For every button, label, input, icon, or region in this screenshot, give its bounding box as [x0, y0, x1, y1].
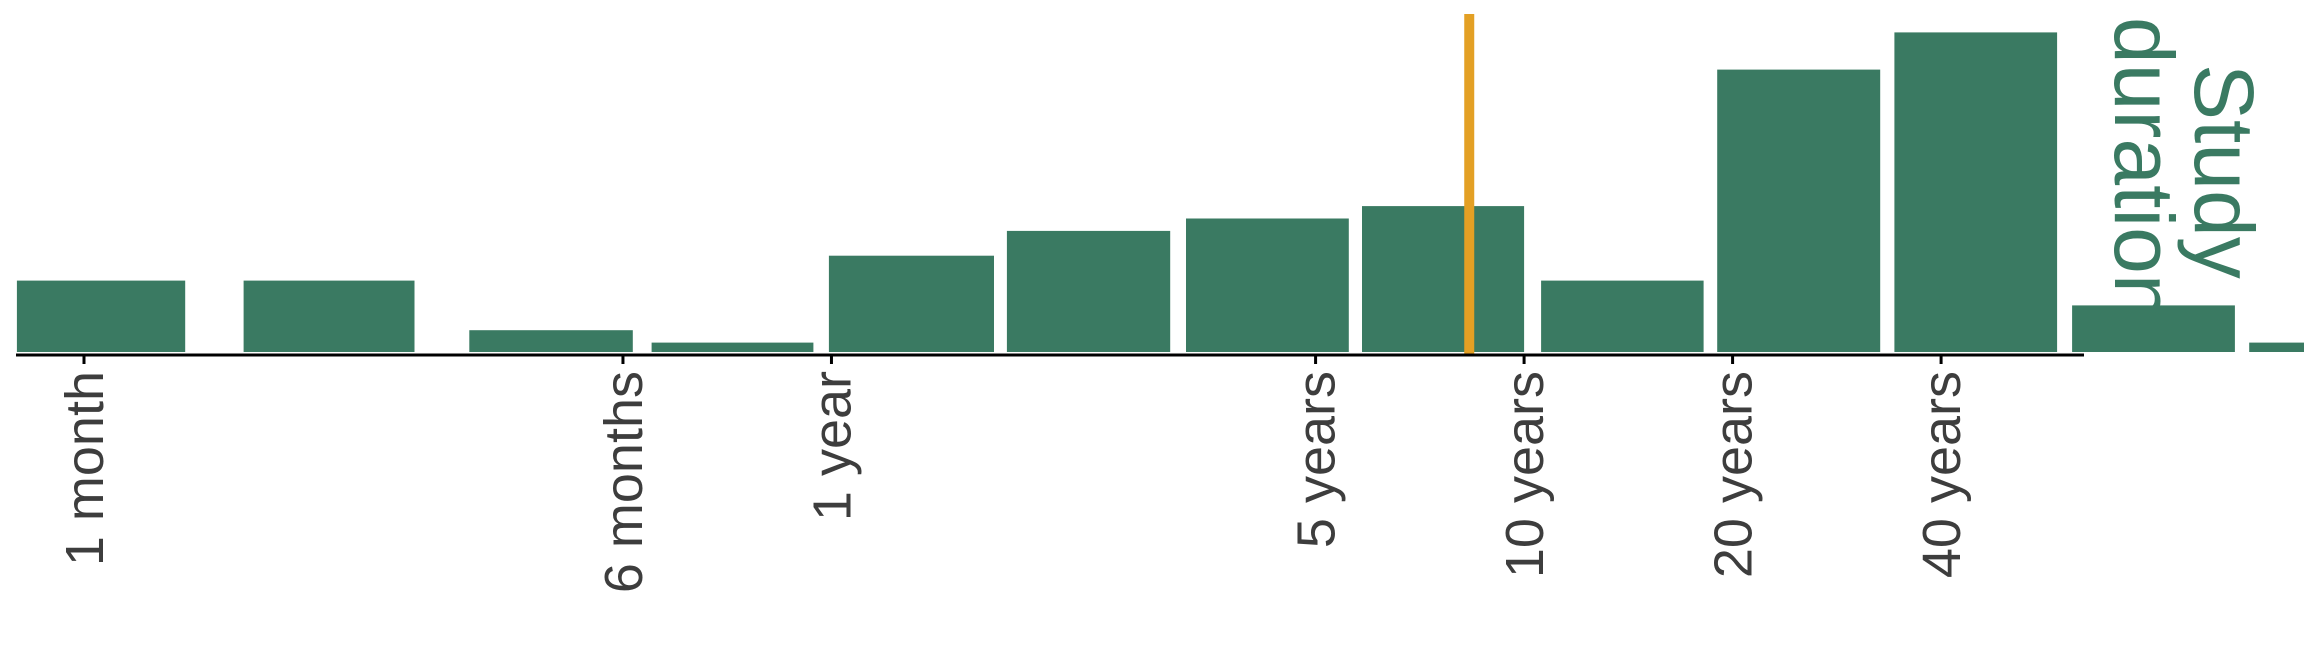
chart-title-line-2: duration: [2097, 17, 2191, 321]
histogram-bar-6: [1006, 230, 1171, 352]
histogram-bar-12: [2072, 305, 2235, 352]
x-axis-ticks: 1 month 6 months 1 year 5 years 10 years 20 y…: [55, 355, 1972, 593]
histogram-bar-7: [1186, 218, 1349, 352]
x-tick-label-7: 40 years: [1912, 371, 1972, 578]
x-tick-label-4: 5 years: [1287, 371, 1347, 548]
histogram-bar-11: [1894, 32, 2058, 353]
x-tick-label-3: 1 year: [803, 371, 863, 521]
histogram-bar-3: [469, 330, 633, 352]
histogram-bar-1: [16, 280, 186, 352]
x-tick-label-5: 10 years: [1495, 371, 1555, 578]
x-tick-label-6: 20 years: [1704, 371, 1764, 578]
x-tick-label-2: 6 months: [594, 371, 654, 593]
histogram-bar-5: [828, 255, 994, 352]
histogram-bar-13: [2249, 342, 2304, 352]
chart-title-line-1: Study: [2177, 64, 2271, 279]
histogram-bars: [16, 32, 2304, 353]
x-tick-label-1: 1 month: [55, 371, 115, 566]
histogram-bar-2: [243, 280, 415, 352]
histogram-bar-8: [1362, 206, 1525, 352]
histogram-bar-4: [651, 342, 814, 352]
histogram-bar-9: [1541, 280, 1704, 352]
histogram-bar-10: [1717, 69, 1881, 352]
